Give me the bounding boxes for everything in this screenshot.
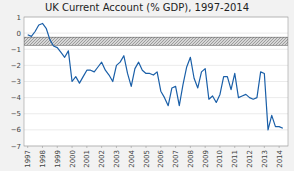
x-tick-label: 2009 bbox=[202, 150, 210, 168]
x-tick-label: 2002 bbox=[98, 150, 106, 168]
grid-line bbox=[24, 33, 288, 34]
y-tick-label: −1 bbox=[11, 46, 21, 54]
x-tick-label: 2001 bbox=[83, 150, 91, 168]
x-tick-label: 1998 bbox=[39, 150, 47, 168]
x-tick-label: 1997 bbox=[24, 150, 32, 168]
x-tick-label: 2008 bbox=[187, 150, 195, 168]
x-tick bbox=[146, 146, 147, 148]
grid-line bbox=[24, 65, 288, 66]
y-tick-label: −4 bbox=[11, 94, 22, 102]
x-tick bbox=[175, 146, 176, 148]
grid-line bbox=[24, 129, 288, 130]
x-tick bbox=[249, 146, 250, 148]
grid-line bbox=[24, 49, 288, 50]
x-tick-label: 2000 bbox=[69, 150, 77, 168]
x-tick bbox=[160, 146, 161, 148]
y-tick-label: −2 bbox=[11, 62, 21, 70]
x-tick bbox=[264, 146, 265, 148]
line bbox=[28, 23, 283, 129]
x-tick-label: 2011 bbox=[231, 150, 239, 168]
band bbox=[24, 37, 288, 45]
y-tick-label: 0 bbox=[17, 30, 21, 38]
x-tick bbox=[27, 146, 28, 148]
x-tick-label: 2003 bbox=[113, 150, 121, 168]
x-tick bbox=[190, 146, 191, 148]
x-tick-label: 2006 bbox=[157, 149, 165, 167]
x-tick bbox=[234, 146, 235, 148]
x-tick bbox=[116, 146, 117, 148]
grid-line bbox=[24, 113, 288, 114]
x-tick-label: 2013 bbox=[261, 150, 269, 168]
y-tick-label: 1 bbox=[17, 14, 21, 22]
plot-background bbox=[24, 17, 288, 146]
x-tick bbox=[219, 146, 220, 148]
plot-area bbox=[24, 23, 288, 129]
x-tick-label: 2005 bbox=[143, 150, 151, 168]
x-tick bbox=[131, 146, 132, 148]
x-tick-label: 2004 bbox=[128, 149, 136, 167]
x-tick bbox=[279, 146, 280, 148]
x-tick bbox=[86, 146, 87, 148]
x-tick-label: 2014 bbox=[276, 149, 284, 167]
x-tick bbox=[42, 146, 43, 148]
grid-line bbox=[24, 81, 288, 82]
frame bbox=[24, 17, 288, 146]
chart: UK Current Account (% GDP), 1997-2014 1 0 −… bbox=[0, 0, 294, 171]
y-tick-label: −7 bbox=[11, 143, 21, 151]
x-tick-label: 2010 bbox=[216, 150, 224, 168]
x-tick bbox=[205, 146, 206, 148]
x-tick bbox=[57, 146, 58, 148]
y-tick-label: −3 bbox=[11, 78, 21, 86]
title: UK Current Account (% GDP), 1997-2014 bbox=[45, 2, 249, 13]
x-tick-label: 2007 bbox=[172, 150, 180, 168]
x-tick bbox=[101, 146, 102, 148]
x-tick bbox=[72, 146, 73, 148]
x-tick-label: 1999 bbox=[54, 150, 62, 168]
y-tick-label: −6 bbox=[11, 126, 22, 134]
y-tick-label: −5 bbox=[11, 110, 21, 118]
x-tick-label: 2012 bbox=[246, 150, 254, 168]
